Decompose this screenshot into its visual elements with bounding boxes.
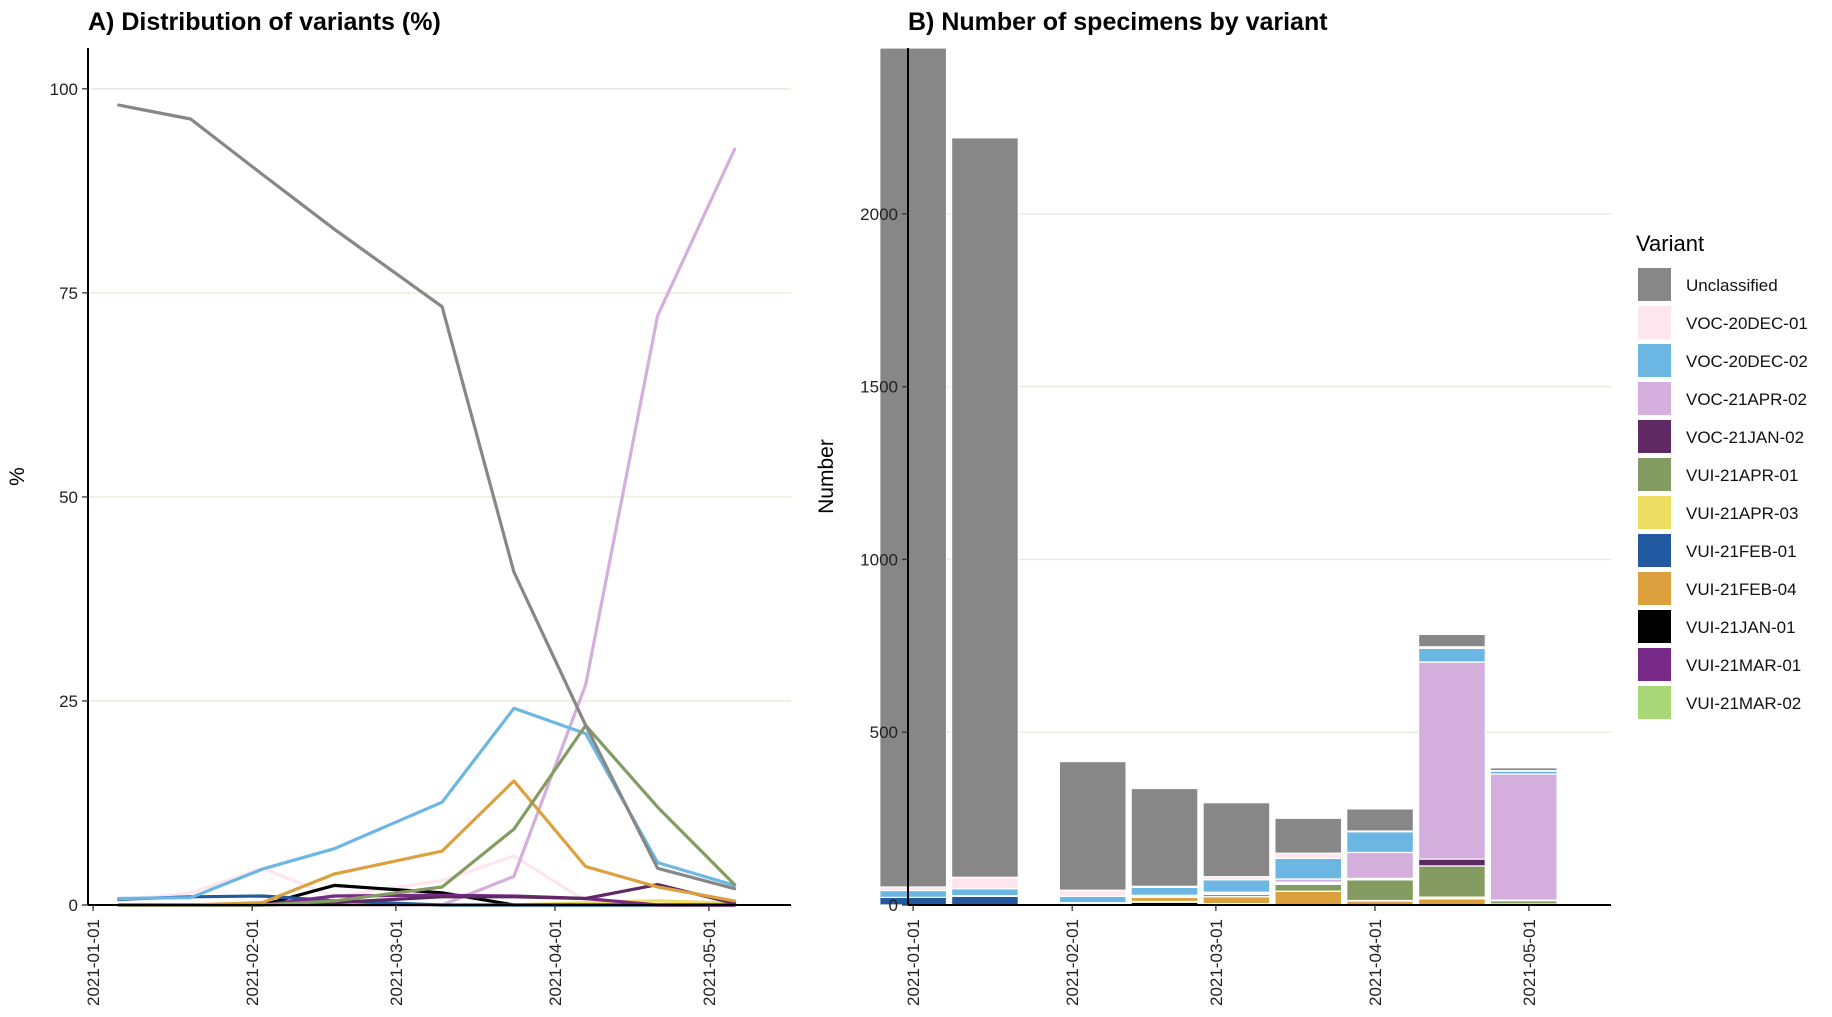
y-tick-label-0: 0 <box>69 896 78 915</box>
bar-2021-02-19-unclassified <box>1130 787 1199 887</box>
panel-a-line-chart: A) Distribution of variants (%) % 0 25 50 7… <box>6 8 791 1006</box>
bar-2021-03-05-voc-20dec-02 <box>1202 879 1271 893</box>
panel-b-y-axis-label: Number <box>815 439 838 514</box>
legend-swatch-vui-21apr-01 <box>1638 458 1671 491</box>
panel-b-bar-chart: B) Number of specimens by variant Number… <box>815 8 1611 1006</box>
legend-label-unclassified: Unclassified <box>1686 276 1778 295</box>
legend-label-vui-21feb-01: VUI-21FEB-01 <box>1686 542 1797 561</box>
legend-swatch-unclassified <box>1638 268 1671 301</box>
bar-2021-04-16-unclassified <box>1417 633 1486 648</box>
bar-2021-03-19-vui-21apr-01 <box>1274 883 1343 892</box>
bar-2021-03-05-vui-21feb-04 <box>1202 896 1271 905</box>
legend-title: Variant <box>1636 231 1704 256</box>
legend-label-voc-21apr-02: VOC-21APR-02 <box>1686 390 1807 409</box>
panel-a-series <box>117 103 737 907</box>
legend-swatch-vui-21feb-04 <box>1638 572 1671 605</box>
legend-swatch-voc-21jan-02 <box>1638 420 1671 453</box>
bar-2021-04-30-unclassified <box>1489 767 1558 772</box>
legend-label-vui-21mar-02: VUI-21MAR-02 <box>1686 694 1801 713</box>
bar-2021-03-19-vui-21feb-04 <box>1274 890 1343 906</box>
x-tick-label-2021-05-01: 2021-05-01 <box>700 919 719 1006</box>
legend-swatch-vui-21mar-01 <box>1638 648 1671 681</box>
panel-a-axes <box>87 48 791 906</box>
x-tick-label-2021-03-01: 2021-03-01 <box>1207 919 1226 1006</box>
panel-b-gridlines <box>908 213 1611 733</box>
bar-2021-04-02-unclassified <box>1346 808 1414 832</box>
bar-2021-01-15-unclassified <box>950 137 1019 878</box>
y-tick-label-25: 25 <box>59 692 78 711</box>
legend-swatch-voc-20dec-02 <box>1638 344 1671 377</box>
panel-b-ticks: 0 500 1000 1500 2000 2021-01-01 2021-02-01 2021… <box>860 205 1539 1006</box>
panel-b-title: B) Number of specimens by variant <box>908 8 1328 36</box>
legend-swatch-vui-21feb-01 <box>1638 534 1671 567</box>
bar-2021-02-19-vui-21feb-04 <box>1130 896 1199 903</box>
legend-label-voc-20dec-02: VOC-20DEC-02 <box>1686 352 1808 371</box>
y-tick-label-500: 500 <box>870 723 898 742</box>
bar-2021-03-05-unclassified <box>1202 802 1271 878</box>
bar-2021-01-01-unclassified <box>879 47 948 888</box>
bar-2021-01-15-vui-21feb-01 <box>950 895 1019 906</box>
legend-swatch-vui-21jan-01 <box>1638 610 1671 643</box>
bar-2021-03-19-voc-20dec-01 <box>1274 852 1343 860</box>
panel-a-title: A) Distribution of variants (%) <box>88 8 441 36</box>
bar-2021-01-15-voc-20dec-01 <box>950 876 1019 890</box>
bar-2021-04-16-voc-21jan-02 <box>1417 858 1486 867</box>
legend-swatch-voc-20dec-01 <box>1638 306 1671 339</box>
bar-2021-04-02-voc-21apr-02 <box>1346 851 1414 879</box>
legend-label-vui-21jan-01: VUI-21JAN-01 <box>1686 618 1796 637</box>
legend-swatch-voc-21apr-02 <box>1638 382 1671 415</box>
bar-2021-03-19-voc-20dec-02 <box>1274 857 1343 880</box>
y-tick-label-1500: 1500 <box>860 378 898 397</box>
y-tick-label-1000: 1000 <box>860 550 898 569</box>
bar-2021-04-02-voc-20dec-02 <box>1346 831 1414 854</box>
x-tick-label-2021-01-01: 2021-01-01 <box>904 919 923 1006</box>
y-tick-label-50: 50 <box>59 488 78 507</box>
bar-2021-02-19-voc-20dec-02 <box>1130 886 1199 896</box>
bar-2021-02-05-voc-20dec-02 <box>1058 895 1127 904</box>
x-tick-label-2021-02-01: 2021-02-01 <box>243 919 262 1006</box>
panel-b-axes <box>907 48 1611 906</box>
bar-2021-02-05-voc-20dec-01 <box>1058 889 1127 897</box>
panel-a-gridlines <box>88 88 791 702</box>
y-tick-label-75: 75 <box>59 284 78 303</box>
bar-2021-03-19-unclassified <box>1274 817 1343 854</box>
bar-2021-04-30-voc-21apr-02 <box>1489 773 1558 901</box>
x-tick-label-2021-05-01: 2021-05-01 <box>1520 919 1539 1006</box>
y-tick-label-0: 0 <box>889 896 898 915</box>
legend-items: Unclassified VOC-20DEC-01 VOC-20DEC-02 VOC-… <box>1638 268 1808 719</box>
bar-2021-04-16-vui-21apr-01 <box>1417 865 1486 898</box>
legend-label-voc-20dec-01: VOC-20DEC-01 <box>1686 314 1808 333</box>
bar-2021-04-16-voc-21apr-02 <box>1417 661 1486 860</box>
panel-b-bars <box>879 47 1558 906</box>
panel-a-y-axis-label: % <box>6 467 29 486</box>
legend-swatch-vui-21apr-03 <box>1638 496 1671 529</box>
line-voc-20dec-02 <box>117 706 737 901</box>
legend-label-vui-21mar-01: VUI-21MAR-01 <box>1686 656 1801 675</box>
legend-label-vui-21apr-01: VUI-21APR-01 <box>1686 466 1798 485</box>
x-tick-label-2021-01-01: 2021-01-01 <box>84 919 103 1006</box>
bar-2021-04-02-vui-21apr-01 <box>1346 879 1414 902</box>
panel-a-ticks: 0 25 50 75 100 2021-01-01 2021-02-01 2021-03-01… <box>50 80 719 1006</box>
x-tick-label-2021-04-01: 2021-04-01 <box>546 919 565 1006</box>
bar-2021-02-05-unclassified <box>1058 760 1127 891</box>
legend-label-vui-21apr-03: VUI-21APR-03 <box>1686 504 1798 523</box>
y-tick-label-2000: 2000 <box>860 205 898 224</box>
legend-swatch-vui-21mar-02 <box>1638 686 1671 719</box>
bar-2021-04-16-voc-20dec-02 <box>1417 647 1486 663</box>
x-tick-label-2021-03-01: 2021-03-01 <box>387 919 406 1006</box>
x-tick-label-2021-02-01: 2021-02-01 <box>1063 919 1082 1006</box>
legend-label-vui-21feb-04: VUI-21FEB-04 <box>1686 580 1797 599</box>
x-tick-label-2021-04-01: 2021-04-01 <box>1366 919 1385 1006</box>
legend: Variant Unclassified VOC-20DEC-01 VOC-20DE… <box>1636 231 1808 719</box>
legend-label-voc-21jan-02: VOC-21JAN-02 <box>1686 428 1804 447</box>
line-unclassified <box>117 103 737 891</box>
y-tick-label-100: 100 <box>50 80 78 99</box>
line-vui-21apr-01 <box>117 723 737 907</box>
bar-2021-01-15-voc-20dec-02 <box>950 888 1019 897</box>
